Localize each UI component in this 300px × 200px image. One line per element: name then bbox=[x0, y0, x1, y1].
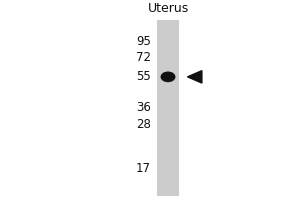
Text: 55: 55 bbox=[136, 70, 151, 83]
Bar bbox=[157, 20, 179, 196]
Text: 72: 72 bbox=[136, 51, 151, 64]
Text: 36: 36 bbox=[136, 101, 151, 114]
Ellipse shape bbox=[161, 72, 175, 82]
Text: 95: 95 bbox=[136, 35, 151, 48]
Text: 28: 28 bbox=[136, 118, 151, 131]
Text: Uterus: Uterus bbox=[147, 2, 189, 15]
Polygon shape bbox=[188, 71, 202, 83]
Text: 17: 17 bbox=[136, 162, 151, 175]
